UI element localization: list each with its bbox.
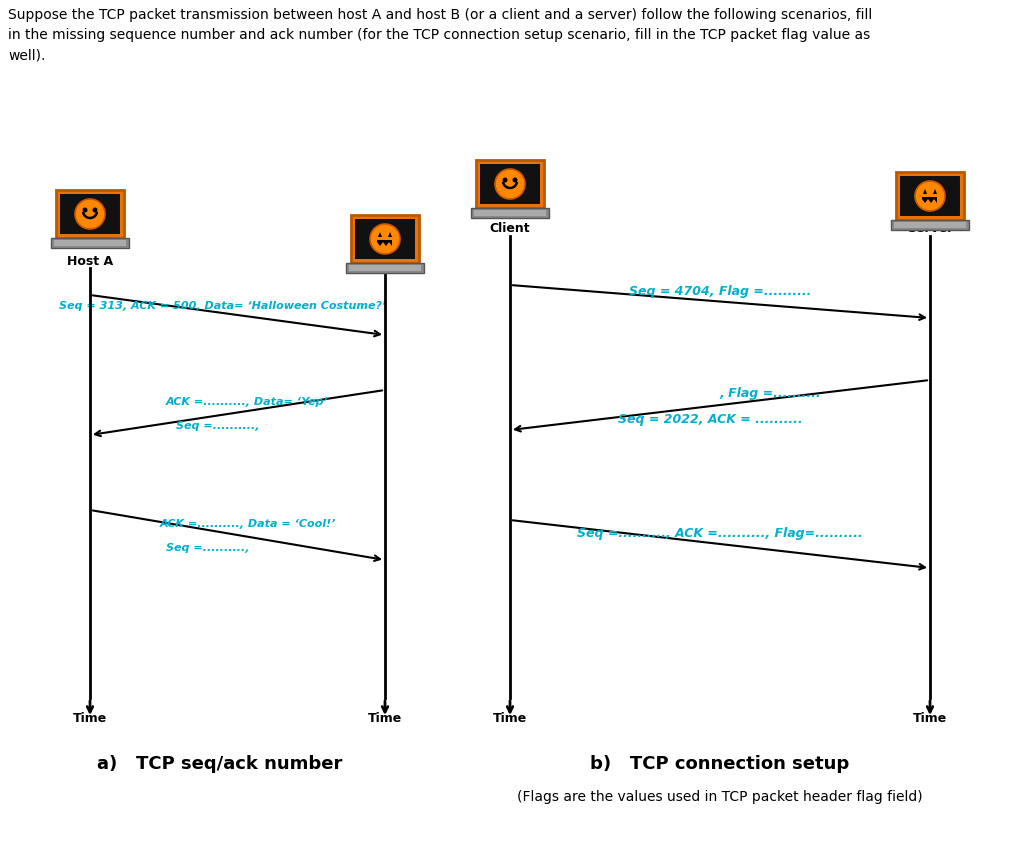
Text: Time: Time — [493, 712, 527, 725]
Circle shape — [495, 169, 525, 199]
Text: Suppose the TCP packet transmission between host A and host B (or a client and a: Suppose the TCP packet transmission betw… — [8, 8, 872, 22]
Bar — [346, 263, 424, 273]
Text: (Flags are the values used in TCP packet header flag field): (Flags are the values used in TCP packet… — [517, 790, 923, 804]
Text: Seq = 2022, ACK = ..........: Seq = 2022, ACK = .......... — [617, 413, 803, 426]
Bar — [891, 220, 969, 230]
Text: Client: Client — [489, 222, 530, 235]
Bar — [896, 172, 964, 220]
Text: Seq = 4704, Flag =..........: Seq = 4704, Flag =.......... — [629, 285, 811, 297]
Bar — [471, 208, 549, 218]
Bar — [480, 164, 540, 204]
Bar — [51, 238, 129, 248]
Text: ACK =.........., Data = ‘Cool!’: ACK =.........., Data = ‘Cool!’ — [160, 519, 336, 529]
Circle shape — [83, 207, 87, 212]
Polygon shape — [388, 232, 392, 237]
Circle shape — [915, 181, 945, 211]
Bar — [474, 210, 546, 216]
Text: ACK =.........., Data= ‘Yep’: ACK =.........., Data= ‘Yep’ — [166, 396, 329, 406]
Text: well).: well). — [8, 48, 45, 62]
Text: , Flag =..........: , Flag =.......... — [719, 387, 821, 400]
Bar — [476, 160, 544, 208]
Polygon shape — [933, 189, 937, 194]
Circle shape — [503, 178, 508, 183]
Bar — [56, 190, 124, 238]
Text: b)   TCP connection setup: b) TCP connection setup — [591, 755, 850, 773]
Polygon shape — [377, 240, 392, 246]
Text: Seq =..........,: Seq =.........., — [166, 543, 249, 553]
Circle shape — [512, 178, 517, 183]
Bar — [894, 222, 966, 228]
Text: Seq =..........,: Seq =.........., — [176, 421, 259, 430]
Text: Host B: Host B — [362, 255, 408, 268]
Text: a)   TCP seq/ack number: a) TCP seq/ack number — [97, 755, 343, 773]
Text: Time: Time — [368, 712, 402, 725]
Bar — [355, 219, 415, 259]
Circle shape — [370, 224, 400, 254]
Text: Seq = 313, ACK = 500, Data= ‘Halloween Costume?’: Seq = 313, ACK = 500, Data= ‘Halloween C… — [58, 301, 386, 311]
Circle shape — [75, 199, 105, 229]
Bar — [60, 194, 120, 234]
Bar — [54, 240, 126, 246]
Text: Server: Server — [907, 222, 953, 235]
Text: in the missing sequence number and ack number (for the TCP connection setup scen: in the missing sequence number and ack n… — [8, 28, 870, 42]
Text: Seq =.........., ACK =.........., Flag=..........: Seq =.........., ACK =.........., Flag=.… — [578, 527, 863, 540]
Text: Time: Time — [73, 712, 108, 725]
Bar — [900, 176, 961, 216]
Text: Host A: Host A — [67, 255, 113, 268]
Polygon shape — [378, 232, 382, 237]
Polygon shape — [923, 189, 927, 194]
Bar — [351, 215, 419, 263]
Bar — [349, 265, 421, 271]
Polygon shape — [922, 197, 937, 203]
Text: Time: Time — [912, 712, 947, 725]
Circle shape — [92, 207, 97, 212]
